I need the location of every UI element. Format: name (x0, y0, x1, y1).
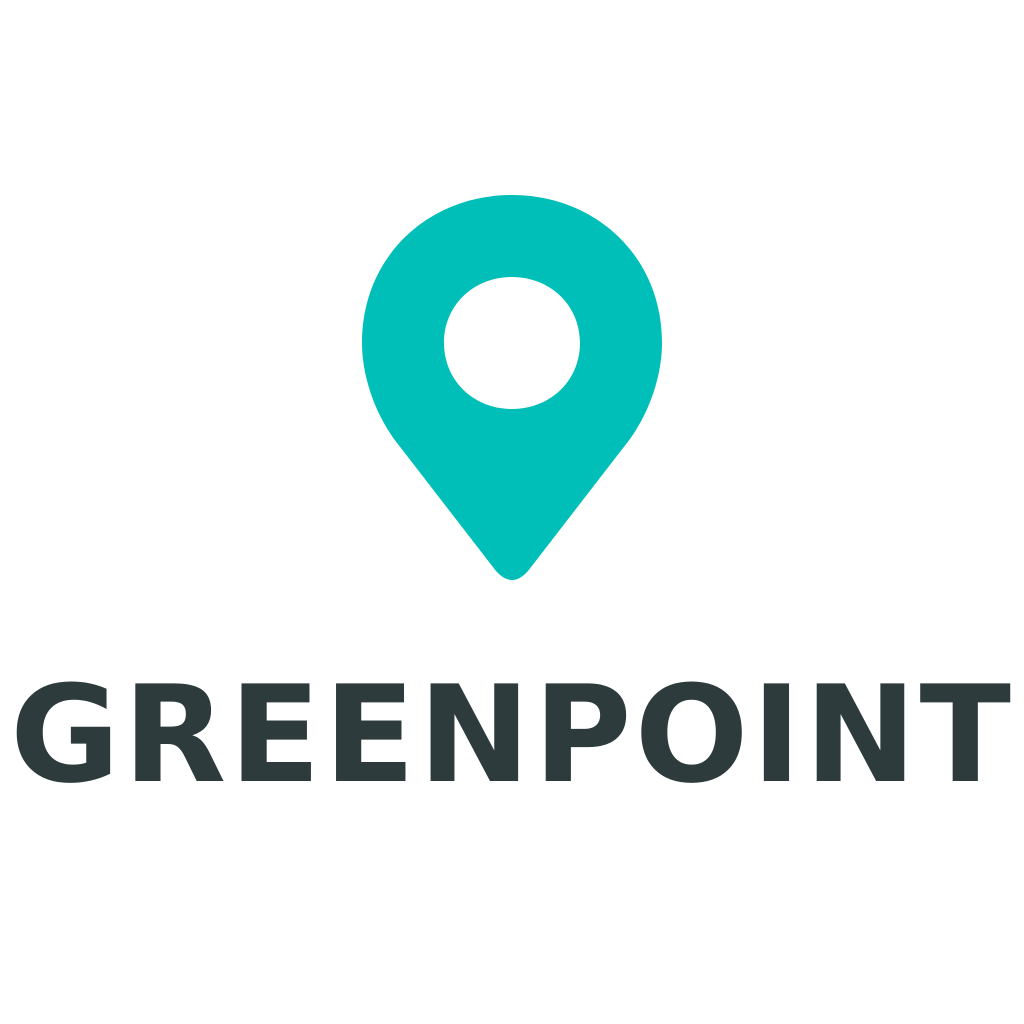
brand-name: GREENPOINT (10, 657, 1014, 813)
map-pin-icon (360, 193, 664, 583)
